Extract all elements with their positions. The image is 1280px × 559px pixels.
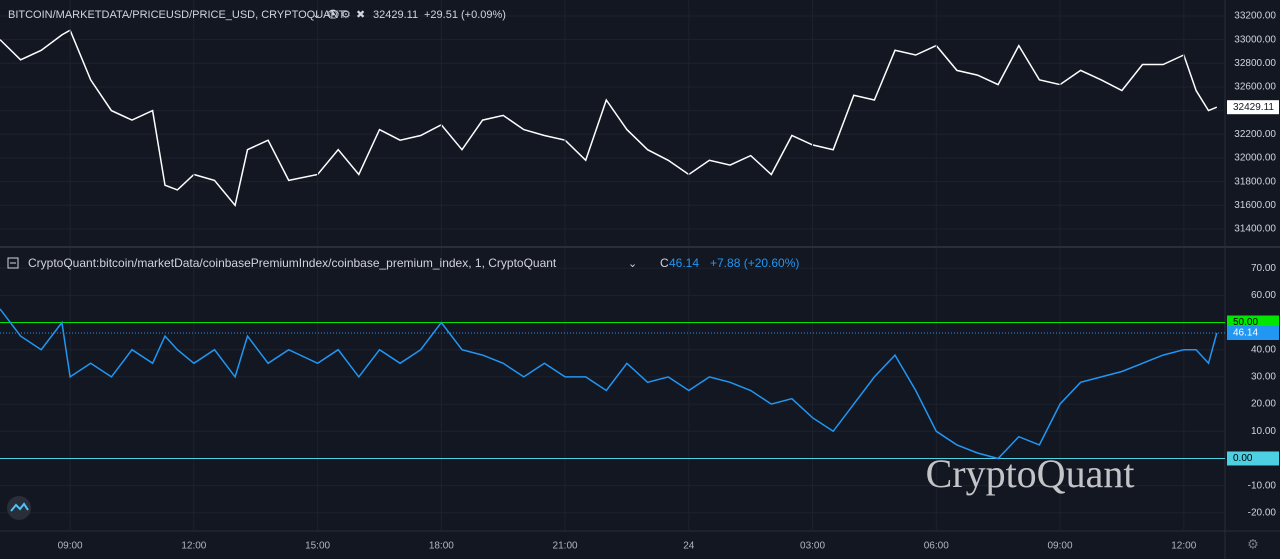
premium-prefix: C	[660, 256, 669, 270]
price-title: BITCOIN/MARKETDATA/PRICEUSD/PRICE_USD, C…	[8, 9, 345, 21]
settings-button[interactable]: ⚙	[1247, 536, 1259, 551]
logo-icon	[10, 502, 29, 512]
level-label: 0.00	[1233, 453, 1253, 464]
premium-change: +7.88 (+20.60%)	[710, 256, 799, 270]
y-tick-label: 33000.00	[1234, 34, 1276, 45]
y-tick-label: 40.00	[1251, 344, 1276, 355]
x-tick-label: 09:00	[58, 541, 83, 552]
x-tick-label: 09:00	[1048, 541, 1073, 552]
y-tick-label: 60.00	[1251, 290, 1276, 301]
y-tick-label: 32800.00	[1234, 58, 1276, 69]
y-tick-label: 20.00	[1251, 399, 1276, 410]
x-tick-label: 12:00	[1171, 541, 1196, 552]
y-tick-label: -20.00	[1248, 508, 1277, 519]
y-tick-label: 31600.00	[1234, 200, 1276, 211]
y-tick-label: 30.00	[1251, 372, 1276, 383]
price-change: +29.51 (+0.09%)	[424, 9, 506, 21]
plots	[0, 0, 1225, 530]
settings-icon[interactable]: ⚙	[341, 9, 351, 21]
premium-title: CryptoQuant:bitcoin/marketData/coinbaseP…	[28, 256, 557, 270]
close-icon[interactable]: ✖	[356, 9, 365, 21]
visibility-icon[interactable]: 👁	[326, 9, 340, 21]
y-tick-label: 32000.00	[1234, 153, 1276, 164]
menu-chevron[interactable]: ⌄	[312, 9, 321, 21]
y-tick-label: 31400.00	[1234, 224, 1276, 235]
y-tick-label: -10.00	[1248, 480, 1277, 491]
y-tick-label: 70.00	[1251, 263, 1276, 274]
x-tick-label: 06:00	[924, 541, 949, 552]
last-value-label-bg	[1227, 100, 1279, 115]
y-tick-label: 31800.00	[1234, 176, 1276, 187]
collapse-icon[interactable]	[7, 257, 19, 269]
x-tick-label: 12:00	[181, 541, 206, 552]
x-tick-label: 03:00	[800, 541, 825, 552]
watermark: CryptoQuant	[926, 451, 1135, 496]
menu-chevron[interactable]: ⌄	[628, 258, 637, 270]
y-tick-label: 33200.00	[1234, 11, 1276, 22]
y-tick-label: 32200.00	[1234, 129, 1276, 140]
last-value-label: 46.14	[1233, 328, 1258, 339]
y-tick-label: 10.00	[1251, 426, 1276, 437]
price-last: 32429.11	[373, 9, 418, 21]
x-tick-label: 21:00	[553, 541, 578, 552]
last-value-label-bg	[1227, 326, 1279, 341]
data-line	[0, 29, 1218, 207]
y-tick-label: 32600.00	[1234, 82, 1276, 93]
level-label: 50.00	[1233, 317, 1258, 328]
level-label-bg	[1227, 451, 1279, 466]
data-line	[0, 308, 1218, 460]
x-tick-label: 18:00	[429, 541, 454, 552]
premium-last: 46.14	[669, 256, 699, 270]
x-tick-label: 24	[683, 541, 695, 552]
x-tick-label: 15:00	[305, 541, 330, 552]
last-value-label: 32429.11	[1233, 102, 1274, 113]
